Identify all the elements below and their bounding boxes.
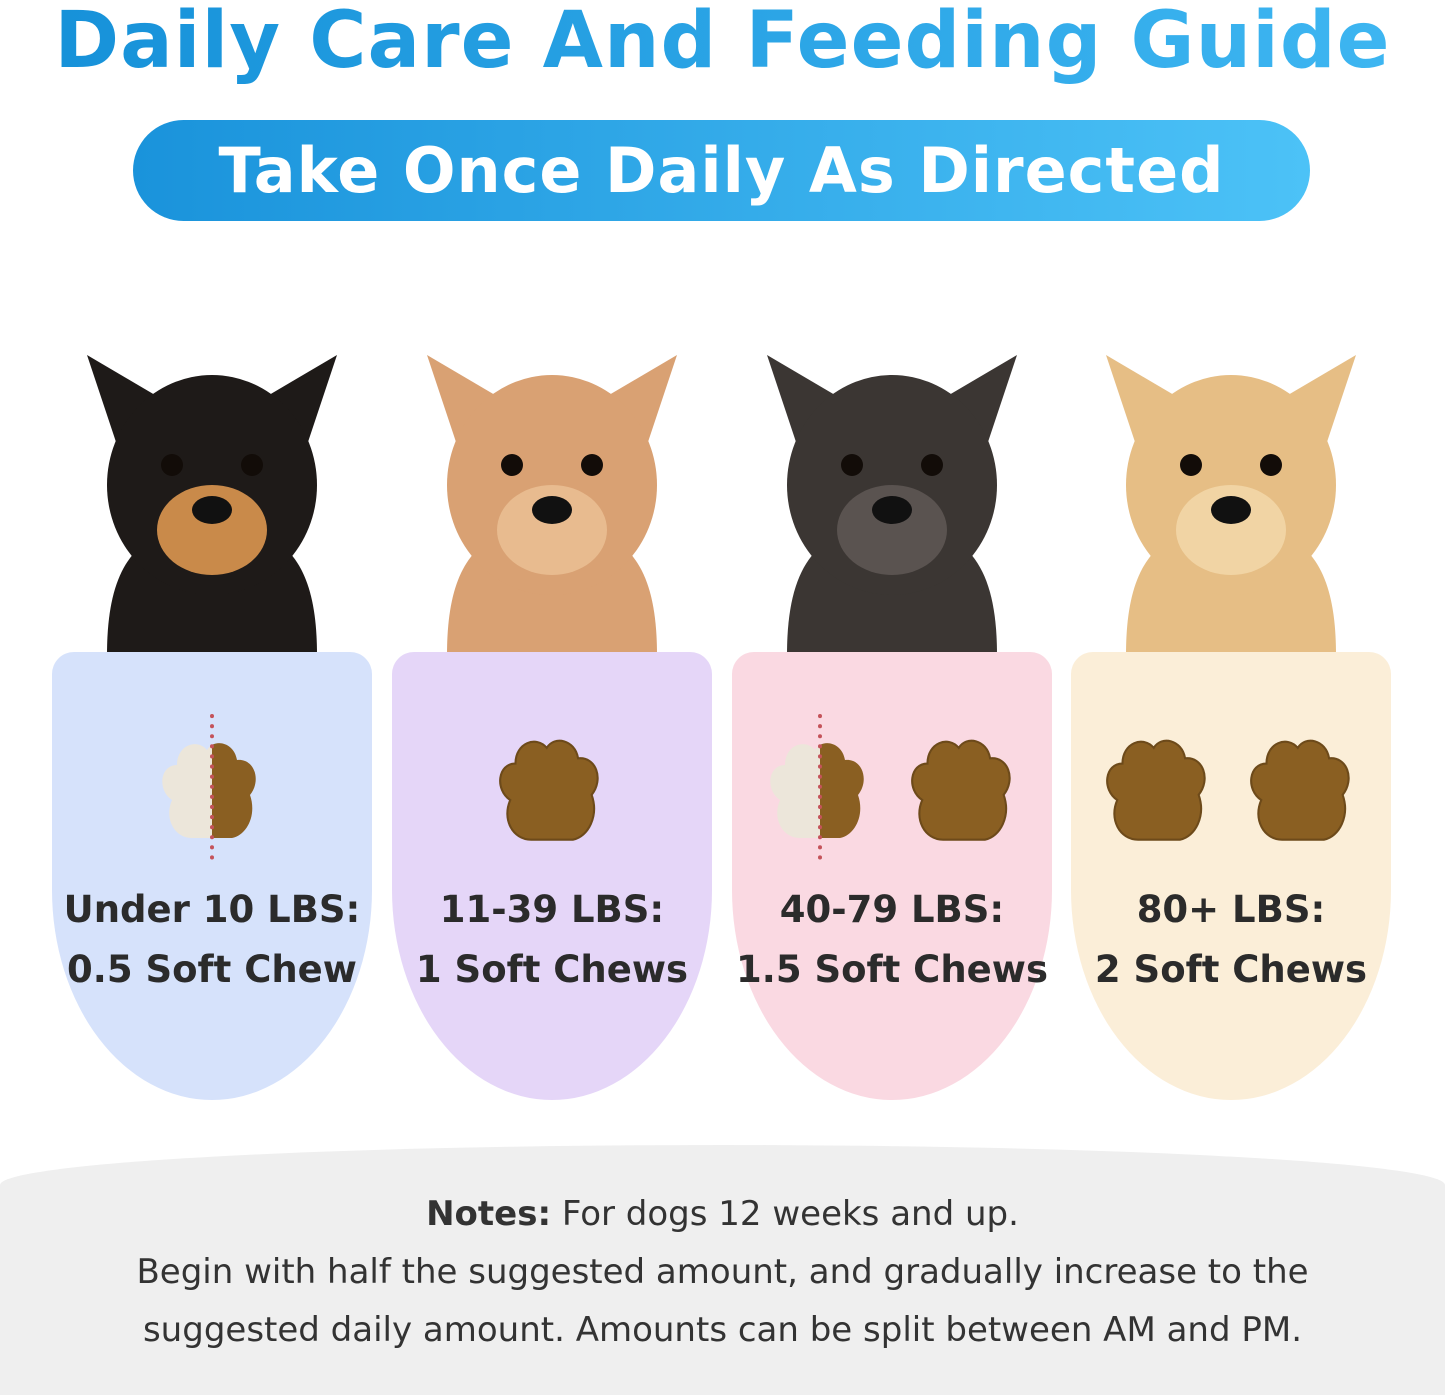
weight-range: 80+ LBS: xyxy=(1136,888,1326,931)
chew-illustration xyxy=(52,712,372,862)
dog-photo-golden-retriever xyxy=(1106,355,1356,655)
notes-panel xyxy=(0,1145,1445,1395)
dose-amount: 1 Soft Chews xyxy=(415,948,689,991)
dog-photo-french-bulldog xyxy=(767,355,1017,655)
weight-range: Under 10 LBS: xyxy=(63,888,361,931)
dose-amount: 1.5 Soft Chews xyxy=(736,948,1048,991)
dose-amount: 2 Soft Chews xyxy=(1094,948,1368,991)
half-soft-chew-icon xyxy=(162,714,256,860)
soft-chew-icon xyxy=(499,739,599,841)
weight-range: 40-79 LBS: xyxy=(779,888,1005,931)
dosage-card: Under 10 LBS: 0.5 Soft Chew xyxy=(52,652,372,1100)
weight-range: 11-39 LBS: xyxy=(439,888,665,931)
chew-illustration xyxy=(392,712,712,862)
dog-photo-poodle xyxy=(427,355,677,655)
notes-label: Notes: xyxy=(426,1194,552,1234)
notes-line-1: For dogs 12 weeks and up. xyxy=(561,1194,1019,1234)
notes-line-2: Begin with half the suggested amount, an… xyxy=(136,1252,1309,1292)
half-soft-chew-icon xyxy=(770,714,864,860)
dosage-card: 40-79 LBS: 1.5 Soft Chews xyxy=(732,652,1052,1100)
dog-photo-chihuahua xyxy=(87,355,337,655)
subtitle-banner: Take Once Daily As Directed xyxy=(133,120,1310,221)
dose-amount: 0.5 Soft Chew xyxy=(67,948,357,991)
notes-text: Notes: For dogs 12 weeks and up. Begin w… xyxy=(0,1185,1445,1359)
soft-chew-icon xyxy=(911,739,1011,841)
soft-chew-icon xyxy=(1106,739,1206,841)
chew-illustration xyxy=(732,712,1052,862)
dosage-card: 80+ LBS: 2 Soft Chews xyxy=(1071,652,1391,1100)
soft-chew-icon xyxy=(1250,739,1350,841)
page-title: Daily Care And Feeding Guide xyxy=(0,0,1445,86)
dosage-card: 11-39 LBS: 1 Soft Chews xyxy=(392,652,712,1100)
notes-line-3: suggested daily amount. Amounts can be s… xyxy=(142,1310,1303,1350)
chew-illustration xyxy=(1071,712,1391,862)
